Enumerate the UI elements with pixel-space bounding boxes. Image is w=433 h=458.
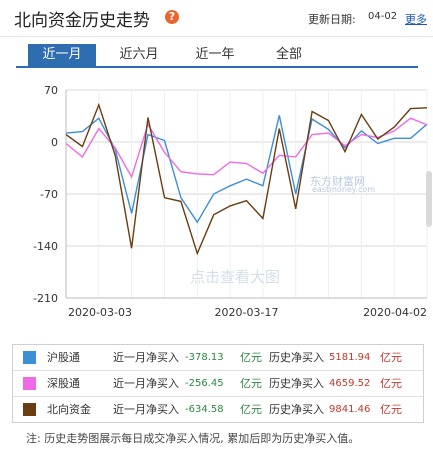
watermark-text: 点击查看大图 <box>190 268 281 286</box>
recent-label: 近一月净买入 <box>113 351 179 364</box>
legend-swatch <box>23 377 36 390</box>
y-tick-label: -140 <box>33 240 58 253</box>
legend-swatch <box>23 351 36 364</box>
hist-label: 历史净买入 <box>269 403 324 416</box>
hist-unit: 亿元 <box>380 403 402 416</box>
y-tick-label: -210 <box>33 292 58 305</box>
watermark-logo: 东方财富网 <box>310 175 365 188</box>
header: 北向资金历史走势 ? 更新日期: 04-02 更多 <box>0 0 433 37</box>
hist-value: 5181.94 <box>329 352 371 363</box>
x-tick-label: 2020-03-03 <box>68 306 132 319</box>
hist-unit: 亿元 <box>380 377 402 390</box>
recent-value: -378.13 <box>185 352 224 363</box>
hist-label: 历史净买入 <box>269 377 324 390</box>
legend-row-north: 北向资金 近一月净买入 -634.58 亿元 历史净买入 9841.46 亿元 <box>13 397 423 422</box>
x-tick-label: 2020-04-02 <box>363 306 427 319</box>
legend-row-sz: 深股通 近一月净买入 -256.45 亿元 历史净买入 4659.52 亿元 <box>13 371 423 397</box>
tab-six-months[interactable]: 近六月 <box>119 47 159 62</box>
page-title: 北向资金历史走势 <box>14 11 150 31</box>
update-date-value: 04-02 <box>368 11 398 22</box>
help-icon[interactable]: ? <box>165 10 179 24</box>
chart-scroll-handle[interactable] <box>426 171 432 227</box>
period-tabs: 近一月 近六月 近一年 全部 <box>0 44 433 68</box>
recent-value: -256.45 <box>185 378 224 389</box>
update-date-label: 更新日期: <box>308 13 356 26</box>
hist-unit: 亿元 <box>380 351 402 364</box>
tab-one-month[interactable]: 近一月 <box>28 44 96 66</box>
hist-value: 9841.46 <box>329 404 371 415</box>
series-line-3 <box>65 102 428 256</box>
chart-svg: 70 0 -70 -140 -210 2020-03-03 2020-03-17 2020-0… <box>33 84 428 319</box>
hist-label: 历史净买入 <box>269 351 324 364</box>
series-line-2 <box>65 117 428 179</box>
tab-one-year[interactable]: 近一年 <box>195 47 235 62</box>
y-tick-label: 70 <box>44 84 58 97</box>
legend-swatch <box>23 403 36 416</box>
recent-label: 近一月净买入 <box>113 403 179 416</box>
legend-name: 深股通 <box>47 377 80 390</box>
legend-row-sh: 沪股通 近一月净买入 -378.13 亿元 历史净买入 5181.94 亿元 <box>13 345 423 371</box>
y-tick-label: -70 <box>40 188 58 201</box>
footnote: 注: 历史走势图展示每日成交净买入情况, 累加后即为历史净买入值。 <box>26 432 360 445</box>
legend-table: 沪股通 近一月净买入 -378.13 亿元 历史净买入 5181.94 亿元 深… <box>12 344 424 423</box>
watermark-logo-sub: eastmoney.com <box>312 185 376 194</box>
tab-all[interactable]: 全部 <box>275 47 302 62</box>
recent-unit: 亿元 <box>240 403 262 416</box>
legend-name: 北向资金 <box>47 403 91 416</box>
recent-unit: 亿元 <box>240 377 262 390</box>
tab-underline <box>16 66 418 68</box>
x-tick-label: 2020-03-17 <box>215 306 279 319</box>
recent-label: 近一月净买入 <box>113 377 179 390</box>
more-link[interactable]: 更多 <box>405 13 427 26</box>
hist-value: 4659.52 <box>329 378 371 389</box>
legend-name: 沪股通 <box>47 351 80 364</box>
chart: 70 0 -70 -140 -210 2020-03-03 2020-03-17 2020-0… <box>0 76 433 326</box>
recent-value: -634.58 <box>185 404 224 415</box>
recent-unit: 亿元 <box>240 351 262 364</box>
y-tick-label: 0 <box>51 136 58 149</box>
